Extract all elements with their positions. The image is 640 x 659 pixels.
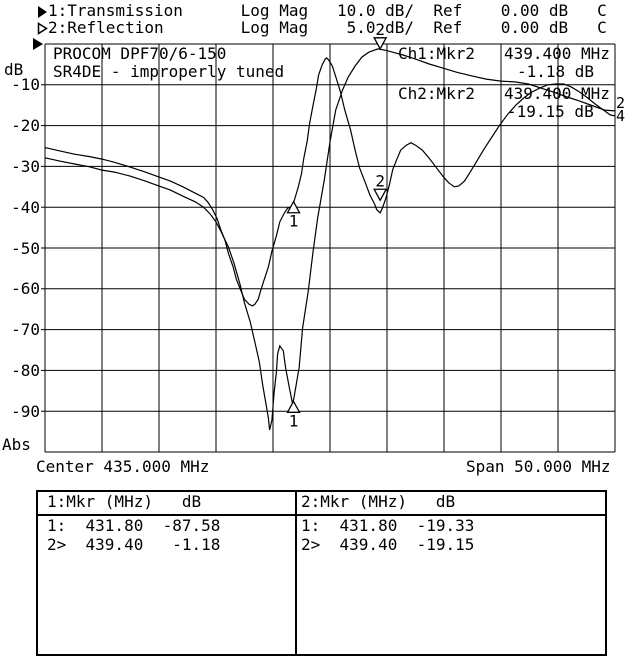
ch1-marker-readout-freq: Ch1:Mkr2 439.400 MHz <box>398 44 610 63</box>
x-axis-span-label: Span 50.000 MHz <box>466 457 611 476</box>
edge-marker-label: 4 <box>616 107 625 125</box>
marker-table-left-header: 1:Mkr (MHz) dB <box>47 492 202 511</box>
marker-table-divider <box>295 492 297 654</box>
y-axis-tick-label: -60 <box>11 279 40 299</box>
y-axis-tick-label: -10 <box>11 75 40 95</box>
marker-label: 1 <box>289 411 299 430</box>
ch2-marker-readout-value: -19.15 dB <box>507 102 594 121</box>
y-axis-tick-label: -20 <box>11 116 40 136</box>
marker-table-row: 2> 439.40 -1.18 <box>47 535 221 554</box>
marker-table-row: 1: 431.80 -87.58 <box>47 516 221 535</box>
annotation-model: PROCOM DPF70/6-150 <box>53 44 227 63</box>
y-axis-tick-label: -40 <box>11 197 40 217</box>
y-axis-tick-label: -30 <box>11 156 40 176</box>
y-axis-tick-label: -50 <box>11 238 40 258</box>
edge-marker-label: 2 <box>616 94 625 112</box>
y-axis-tick-label: -80 <box>11 360 40 380</box>
y-axis-tick-label: -70 <box>11 320 40 340</box>
ch1-marker-readout-value: -1.18 dB <box>517 62 595 81</box>
y-axis-abs-label: Abs <box>2 435 31 454</box>
y-axis-unit-label: dB <box>4 60 24 79</box>
marker-table-row: 2> 439.40 -19.15 <box>301 535 475 554</box>
channel2-header: 2:Reflection Log Mag 5.0 dB/ Ref 0.00 dB… <box>48 18 607 37</box>
marker-triangle <box>286 200 301 214</box>
marker-label: 1 <box>289 212 299 231</box>
marker-triangle <box>286 399 301 413</box>
ch2-marker-readout-freq: Ch2:Mkr2 439.400 MHz <box>398 84 610 103</box>
channel2-arrow-icon <box>37 22 48 35</box>
marker-triangle <box>373 188 388 202</box>
x-axis-center-label: Center 435.000 MHz <box>36 457 210 476</box>
marker-triangle <box>373 37 388 51</box>
marker-table: 1:Mkr (MHz) dB 1: 431.80 -87.58 2> 439.4… <box>36 490 607 656</box>
marker-table-row: 1: 431.80 -19.33 <box>301 516 475 535</box>
y-axis-tick-label: -90 <box>11 401 40 421</box>
channel1-active-arrow-icon <box>38 6 47 18</box>
ref-level-arrow-icon <box>33 38 43 50</box>
annotation-note: SR4DE - improperly tuned <box>53 62 285 81</box>
channel1-header: 1:Transmission Log Mag 10.0 dB/ Ref 0.00… <box>48 1 607 20</box>
marker-table-right-header: 2:Mkr (MHz) dB <box>301 492 456 511</box>
marker-table-header-line <box>38 514 605 516</box>
marker-label: 2 <box>375 171 385 190</box>
